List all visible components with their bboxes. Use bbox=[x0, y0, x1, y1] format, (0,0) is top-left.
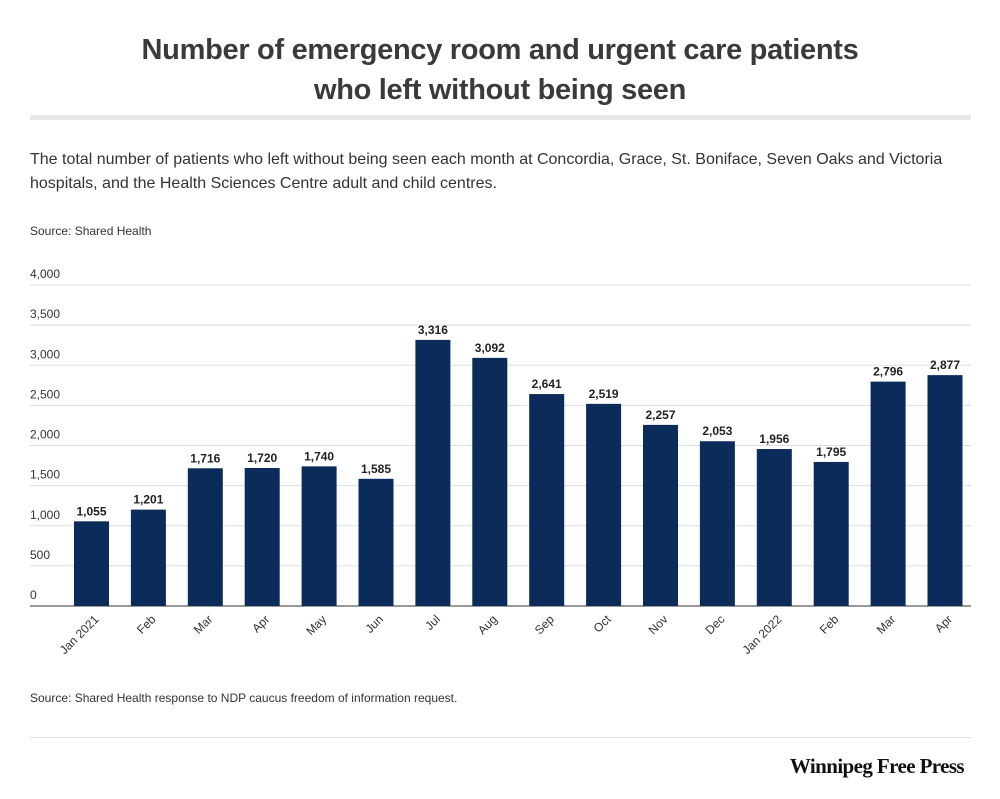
data-label: 1,055 bbox=[76, 504, 106, 518]
x-tick-label: Oct bbox=[591, 612, 615, 636]
x-tick-label: Jul bbox=[422, 612, 443, 633]
y-tick-label: 1,500 bbox=[30, 468, 60, 482]
chart-title-line-1: Number of emergency room and urgent care… bbox=[141, 34, 859, 66]
data-label: 1,795 bbox=[816, 445, 846, 459]
chart-title-line-2: who left without being seen bbox=[313, 74, 687, 106]
data-label: 1,201 bbox=[133, 493, 163, 507]
bar bbox=[927, 375, 963, 606]
bar bbox=[813, 461, 849, 606]
bar bbox=[415, 339, 451, 606]
title-divider bbox=[30, 115, 971, 120]
x-tick-label: Apr bbox=[932, 612, 955, 635]
source-note-top: Source: Shared Health bbox=[30, 224, 152, 238]
data-label: 2,796 bbox=[873, 365, 903, 379]
x-tick-label: Sep bbox=[532, 612, 557, 637]
bar bbox=[301, 466, 337, 606]
bar bbox=[756, 449, 792, 606]
data-label: 2,877 bbox=[930, 358, 960, 372]
y-tick-label: 3,500 bbox=[30, 307, 60, 321]
data-label: 1,740 bbox=[304, 449, 334, 463]
data-label: 3,092 bbox=[475, 341, 505, 355]
data-label: 1,956 bbox=[759, 432, 789, 446]
bar bbox=[529, 394, 565, 606]
bar bbox=[870, 381, 906, 606]
brand-logo: Winnipeg Free Press bbox=[789, 754, 965, 778]
x-tick-label: Mar bbox=[191, 612, 216, 637]
y-tick-label: 2,000 bbox=[30, 428, 60, 442]
data-label: 3,316 bbox=[418, 323, 448, 337]
chart-title: Number of emergency room and urgent care… bbox=[0, 30, 1000, 110]
x-tick-label: Jun bbox=[363, 612, 387, 636]
x-tick-label: Apr bbox=[249, 612, 272, 635]
data-label: 2,519 bbox=[589, 387, 619, 401]
data-label: 1,585 bbox=[361, 462, 391, 476]
bar bbox=[699, 441, 735, 606]
x-tick-label: Jan 2021 bbox=[57, 612, 102, 657]
x-tick-label: Feb bbox=[817, 612, 842, 637]
y-tick-label: 1,000 bbox=[30, 508, 60, 522]
x-tick-label: Aug bbox=[475, 612, 500, 637]
bar bbox=[130, 509, 166, 606]
x-tick-label: May bbox=[303, 612, 329, 638]
source-note-bottom: Source: Shared Health response to NDP ca… bbox=[30, 691, 458, 705]
y-tick-label: 2,500 bbox=[30, 387, 60, 401]
data-label: 2,257 bbox=[645, 408, 675, 422]
x-tick-label: Nov bbox=[646, 612, 671, 637]
bar-chart: 0 500 1,000 1,500 2,000 2,500 3,000 3,500 4,000 1… bbox=[30, 267, 971, 657]
x-tick-label: Jan 2022 bbox=[740, 612, 785, 657]
x-tick-label: Dec bbox=[703, 612, 728, 637]
data-label: 2,641 bbox=[532, 377, 562, 391]
data-label: 1,716 bbox=[190, 451, 220, 465]
bar bbox=[472, 357, 508, 606]
chart-subtitle: The total number of patients who left wi… bbox=[30, 151, 943, 192]
bar bbox=[358, 478, 394, 606]
y-tick-label: 3,000 bbox=[30, 347, 60, 361]
y-tick-label: 4,000 bbox=[30, 267, 60, 281]
bar bbox=[586, 403, 622, 606]
bar bbox=[244, 467, 280, 606]
x-tick-label: Mar bbox=[874, 612, 899, 637]
x-tick-label: Feb bbox=[134, 612, 159, 637]
data-label: 1,720 bbox=[247, 451, 277, 465]
bar bbox=[74, 521, 109, 606]
y-tick-label: 500 bbox=[30, 548, 50, 562]
footer-divider bbox=[30, 737, 971, 738]
y-tick-label: 0 bbox=[30, 588, 37, 602]
bar bbox=[643, 424, 678, 606]
bar bbox=[187, 468, 223, 606]
data-label: 2,053 bbox=[702, 424, 732, 438]
